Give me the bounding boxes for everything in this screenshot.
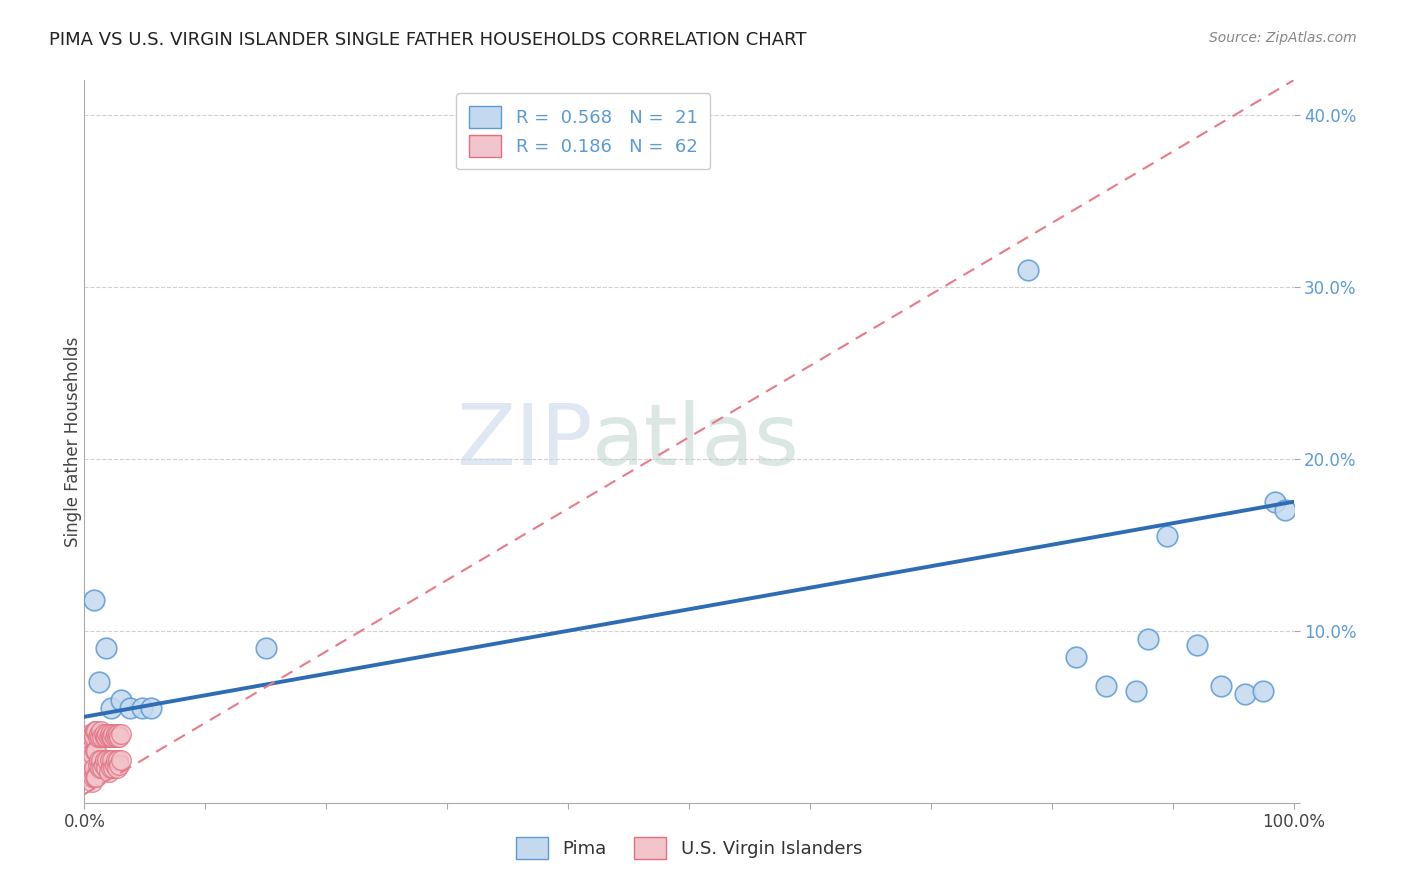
Point — [98, 727, 121, 741]
Point — [107, 727, 129, 741]
Point — [87, 727, 110, 741]
Point — [79, 747, 101, 762]
Point — [80, 731, 103, 745]
Point — [84, 770, 107, 784]
Point — [82, 770, 104, 784]
Point — [101, 731, 124, 745]
Point — [86, 731, 108, 745]
Text: PIMA VS U.S. VIRGIN ISLANDER SINGLE FATHER HOUSEHOLDS CORRELATION CHART: PIMA VS U.S. VIRGIN ISLANDER SINGLE FATH… — [49, 31, 807, 49]
Point — [1253, 684, 1275, 698]
Point — [84, 723, 107, 738]
Point — [87, 753, 110, 767]
Point — [93, 727, 115, 741]
Point — [105, 761, 128, 775]
Point — [96, 727, 118, 741]
Text: atlas: atlas — [592, 400, 800, 483]
Point — [254, 640, 277, 655]
Point — [98, 753, 121, 767]
Point — [93, 758, 115, 772]
Point — [100, 731, 122, 745]
Point — [94, 731, 117, 745]
Text: ZIP: ZIP — [456, 400, 592, 483]
Point — [1095, 679, 1118, 693]
Point — [86, 744, 108, 758]
Point — [91, 761, 114, 775]
Point — [97, 731, 120, 745]
Point — [77, 735, 100, 749]
Point — [100, 761, 122, 775]
Point — [103, 727, 125, 741]
Point — [94, 640, 117, 655]
Point — [86, 770, 108, 784]
Point — [76, 731, 98, 745]
Point — [91, 731, 114, 745]
Point — [104, 758, 127, 772]
Point — [1125, 684, 1147, 698]
Point — [1156, 529, 1178, 543]
Point — [94, 731, 117, 745]
Point — [131, 701, 153, 715]
Text: Source: ZipAtlas.com: Source: ZipAtlas.com — [1209, 31, 1357, 45]
Point — [104, 727, 127, 741]
Point — [1274, 503, 1296, 517]
Legend: Pima, U.S. Virgin Islanders: Pima, U.S. Virgin Islanders — [509, 830, 869, 866]
Point — [77, 747, 100, 762]
Point — [110, 692, 132, 706]
Point — [79, 727, 101, 741]
Point — [90, 753, 112, 767]
Point — [83, 731, 105, 745]
Point — [94, 753, 117, 767]
Point — [83, 592, 105, 607]
Point — [80, 775, 103, 789]
Point — [100, 701, 122, 715]
Point — [82, 747, 104, 762]
Point — [86, 723, 108, 738]
Point — [77, 758, 100, 772]
Point — [1185, 638, 1208, 652]
Point — [89, 731, 111, 745]
Point — [97, 764, 120, 779]
Point — [105, 731, 128, 745]
Point — [84, 744, 107, 758]
Point — [96, 753, 118, 767]
Point — [107, 753, 129, 767]
Point — [79, 770, 101, 784]
Point — [1017, 262, 1039, 277]
Point — [87, 675, 110, 690]
Point — [104, 753, 127, 767]
Point — [83, 761, 105, 775]
Y-axis label: Single Father Households: Single Father Households — [65, 336, 82, 547]
Point — [90, 723, 112, 738]
Point — [120, 701, 142, 715]
Point — [1264, 494, 1286, 508]
Point — [77, 764, 100, 779]
Point — [110, 727, 132, 741]
Point — [108, 758, 131, 772]
Point — [1064, 649, 1087, 664]
Point — [104, 731, 127, 745]
Point — [1137, 632, 1160, 647]
Point — [139, 701, 162, 715]
Point — [82, 727, 104, 741]
Point — [110, 753, 132, 767]
Point — [103, 761, 125, 775]
Point — [80, 753, 103, 767]
Point — [86, 758, 108, 772]
Point — [101, 753, 124, 767]
Point — [1209, 679, 1232, 693]
Point — [94, 761, 117, 775]
Point — [1234, 687, 1257, 701]
Point — [89, 761, 111, 775]
Point — [108, 731, 131, 745]
